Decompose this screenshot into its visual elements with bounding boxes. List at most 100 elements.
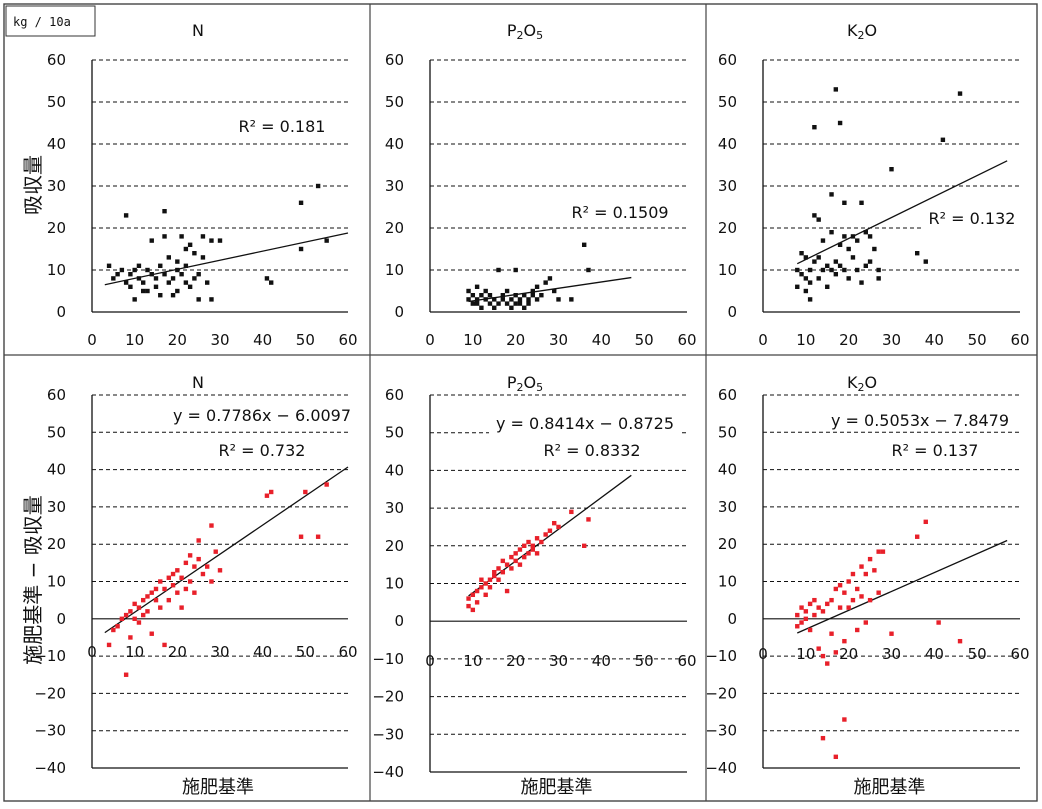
data-point	[534, 536, 540, 541]
y-tick-label: 40	[385, 135, 404, 153]
panel-title-subscript: 2	[857, 381, 864, 394]
data-point	[923, 259, 928, 264]
data-point	[153, 276, 159, 281]
data-point	[855, 267, 860, 273]
data-point	[859, 594, 864, 599]
annotation-bg	[922, 208, 1022, 229]
data-point	[915, 534, 920, 539]
data-point	[153, 586, 159, 592]
trendline	[797, 539, 1008, 634]
data-point	[466, 288, 471, 294]
data-point	[833, 754, 839, 760]
regression-annotation: y = 0.8414x − 0.8725	[496, 414, 674, 433]
data-point	[149, 631, 154, 636]
scatter-panel: 0 10 20 30 40 50 60 0 10 20 30 40 50 60 N R² = 0.181	[47, 21, 358, 349]
data-point	[479, 305, 484, 310]
data-point	[513, 551, 518, 556]
data-point	[474, 297, 480, 302]
data-point	[175, 259, 180, 264]
data-point	[496, 267, 501, 273]
data-point	[863, 620, 868, 625]
data-point	[298, 246, 304, 252]
y-tick-label: −20	[372, 688, 404, 706]
data-point	[803, 255, 809, 260]
trendline	[104, 466, 349, 634]
data-point	[200, 234, 206, 239]
annotation-bg	[824, 410, 1016, 431]
panel-title: N	[192, 373, 204, 392]
x-axis-title: 施肥基準	[854, 777, 926, 798]
data-point	[526, 297, 531, 302]
data-point	[158, 293, 163, 298]
data-point	[867, 234, 873, 239]
data-point	[807, 280, 813, 285]
x-tick-label: 30	[882, 645, 901, 663]
data-point	[162, 586, 167, 592]
data-point	[166, 255, 171, 260]
regression-annotation: R² = 0.132	[929, 209, 1016, 228]
panel-title-subscript: 5	[536, 381, 543, 394]
data-point	[492, 573, 497, 579]
data-point	[850, 255, 856, 260]
data-point	[166, 597, 171, 603]
x-tick-label: 50	[635, 652, 654, 670]
data-point	[833, 586, 839, 592]
data-point	[162, 234, 167, 239]
data-point	[175, 288, 180, 294]
y-tick-label: 20	[385, 219, 404, 237]
data-point	[872, 568, 877, 573]
data-point	[807, 601, 813, 607]
data-point	[825, 284, 830, 289]
data-point	[175, 568, 180, 573]
panel-title-subscript: 2	[517, 29, 524, 42]
data-point	[466, 297, 471, 302]
data-point	[179, 234, 184, 239]
x-tick-label: 40	[253, 643, 272, 661]
annotation-bg	[212, 440, 312, 461]
y-tick-label: 20	[47, 219, 66, 237]
data-point	[479, 577, 484, 582]
x-tick-label: 60	[338, 331, 357, 349]
data-point	[179, 605, 184, 610]
y-tick-label: 60	[385, 386, 404, 404]
data-point	[876, 549, 881, 554]
x-axis-title: 施肥基準	[182, 777, 254, 798]
x-tick-label: 30	[210, 643, 229, 661]
data-point	[526, 301, 531, 306]
data-point	[466, 603, 471, 609]
data-point	[569, 297, 574, 302]
data-point	[128, 272, 133, 277]
y-tick-label: 10	[47, 261, 66, 279]
data-point	[115, 272, 120, 277]
data-point	[556, 524, 561, 530]
panel-title-subscript: 2	[517, 381, 524, 394]
panel-title: P2O5	[507, 21, 543, 42]
data-point	[487, 301, 493, 306]
data-point	[889, 631, 894, 636]
panel-title: N	[192, 21, 204, 40]
data-point	[504, 588, 510, 594]
data-point	[803, 276, 809, 281]
data-point	[145, 288, 150, 294]
data-point	[213, 549, 218, 554]
panel-title-part: N	[192, 373, 204, 392]
data-point	[530, 547, 535, 552]
data-point	[552, 288, 557, 294]
data-point	[803, 609, 809, 614]
data-point	[850, 597, 856, 603]
data-point	[111, 276, 116, 281]
data-point	[837, 583, 843, 588]
annotation-bg	[885, 440, 985, 461]
data-point	[842, 717, 847, 722]
y-tick-label: 20	[47, 535, 66, 553]
y-tick-label: 30	[47, 498, 66, 516]
data-point	[876, 590, 881, 595]
data-point	[517, 297, 523, 302]
scatter-panel: −40 −30 −20 −10 0 10 20 30 40 50 60 0 10 20 30 40 50 60 K2…	[705, 373, 1029, 798]
data-point	[183, 280, 189, 285]
data-point	[833, 272, 839, 277]
annotation-bg	[232, 116, 332, 137]
data-point	[867, 597, 873, 603]
data-point	[470, 301, 476, 306]
data-point	[543, 532, 548, 537]
